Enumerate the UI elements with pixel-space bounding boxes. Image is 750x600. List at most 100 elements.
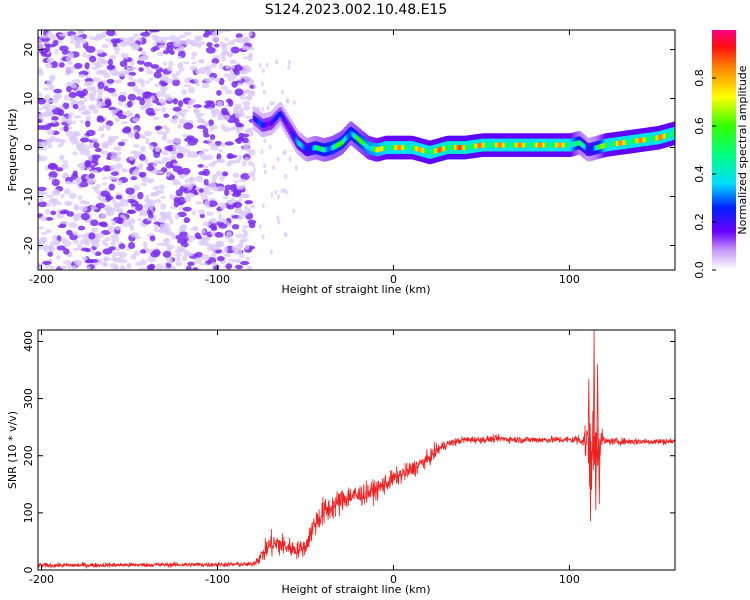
- ridge-core-cell: [482, 142, 485, 148]
- ridge-core-cell: [435, 148, 439, 153]
- noise-blob: [233, 188, 242, 196]
- noise-blob: [147, 112, 156, 116]
- spectrogram-x-axis: -200 -100 0 100: [29, 30, 580, 286]
- ridge-core-cell: [455, 145, 458, 150]
- ridge-core-cell: [427, 149, 430, 155]
- noise-blob: [38, 43, 44, 49]
- colorbar-axis: 0.0 0.2 0.4 0.6 0.8: [693, 69, 716, 279]
- ridge-core-cell: [597, 144, 601, 150]
- ridge-core-cell: [517, 142, 520, 148]
- noise-blob: [56, 255, 61, 260]
- noise-blob: [97, 128, 105, 132]
- ridge-core-cell: [524, 142, 527, 148]
- noise-blob: [220, 123, 226, 130]
- y-tick-label: 100: [22, 502, 35, 523]
- noise-blob: [72, 78, 81, 84]
- noise-blob: [106, 30, 116, 37]
- noise-blob: [143, 210, 148, 217]
- noise-blob: [216, 117, 225, 121]
- ridge-core-cell: [542, 142, 546, 148]
- ridge-core-cell: [541, 142, 544, 148]
- ridge-core-cell: [299, 142, 302, 148]
- noise-blob: [115, 151, 122, 156]
- ridge-core-cell: [296, 139, 299, 145]
- noise-blob: [285, 189, 289, 195]
- noise-blob: [172, 162, 180, 167]
- noise-blob: [102, 124, 109, 128]
- noise-blob: [53, 189, 61, 196]
- ridge-core-cell: [583, 144, 587, 150]
- noise-blob: [195, 175, 204, 182]
- noise-blob: [288, 156, 292, 162]
- noise-blob: [97, 81, 105, 89]
- ridge-core-cell: [546, 142, 550, 148]
- noise-blob: [83, 97, 88, 103]
- noise-blob: [84, 62, 90, 70]
- noise-blob: [115, 163, 124, 170]
- ridge-core-cell: [593, 145, 596, 151]
- ridge-core-cell: [275, 115, 278, 121]
- noise-blob: [39, 155, 48, 162]
- noise-blob: [95, 202, 106, 209]
- ridge-core-cell: [649, 136, 653, 142]
- noise-blob: [238, 197, 243, 202]
- spectrogram-x-label: Height of straight line (km): [281, 283, 430, 296]
- ridge-core-cell: [491, 142, 495, 148]
- noise-blob: [150, 95, 155, 101]
- ridge-core-cell: [651, 136, 654, 142]
- noise-blob: [73, 203, 79, 210]
- noise-blob: [127, 209, 135, 214]
- noise-blob: [187, 261, 195, 267]
- noise-blob: [101, 261, 107, 267]
- ridge-core-cell: [496, 142, 499, 148]
- ridge-core-cell: [259, 121, 263, 127]
- noise-blob: [192, 237, 197, 241]
- noise-blob: [143, 241, 148, 248]
- noise-blob: [215, 109, 220, 114]
- noise-blob: [197, 125, 207, 130]
- noise-blob: [172, 106, 182, 112]
- noise-blob: [103, 256, 108, 263]
- noise-blob: [205, 46, 216, 54]
- noise-blob: [92, 178, 97, 183]
- ridge-core-cell: [348, 131, 352, 137]
- ridge-core-cell: [285, 120, 288, 126]
- ridge-core-cell: [552, 142, 556, 148]
- ridge-core-cell: [300, 143, 304, 149]
- noise-blob: [107, 87, 116, 93]
- noise-blob: [183, 217, 191, 224]
- noise-blob: [178, 45, 185, 51]
- ridge-core-cell: [514, 142, 518, 148]
- ridge-core-cell: [642, 137, 646, 143]
- noise-blob: [54, 48, 59, 55]
- ridge-core-cell: [667, 132, 671, 138]
- noise-blob: [187, 140, 197, 146]
- noise-blob: [194, 77, 199, 83]
- ridge-core-cell: [318, 146, 322, 152]
- noise-blob: [74, 139, 80, 145]
- noise-blob: [45, 31, 54, 39]
- snr-y-axis: 0 100 200 300 400: [22, 331, 675, 574]
- noise-blob: [234, 64, 243, 72]
- noise-blob: [170, 265, 177, 270]
- noise-blob: [139, 171, 147, 177]
- noise-blob: [115, 79, 120, 84]
- noise-blob: [164, 78, 174, 84]
- noise-blob: [79, 120, 85, 124]
- ridge-core-cell: [394, 145, 398, 150]
- noise-blob: [79, 205, 88, 212]
- ridge-core-cell: [414, 146, 418, 151]
- noise-blob: [248, 160, 253, 166]
- noise-blob: [149, 30, 160, 33]
- noise-blob: [175, 189, 184, 197]
- ridge-core-cell: [420, 147, 423, 153]
- noise-blob: [128, 241, 136, 250]
- noise-blob: [86, 266, 91, 270]
- ridge-core-cell: [551, 142, 554, 148]
- ridge-core-cell: [337, 142, 340, 148]
- ridge-core-cell: [273, 116, 277, 122]
- noise-blob: [282, 150, 286, 156]
- y-tick-label: 0: [22, 144, 35, 151]
- noise-blob: [128, 67, 137, 71]
- y-tick-label: 20: [22, 43, 35, 57]
